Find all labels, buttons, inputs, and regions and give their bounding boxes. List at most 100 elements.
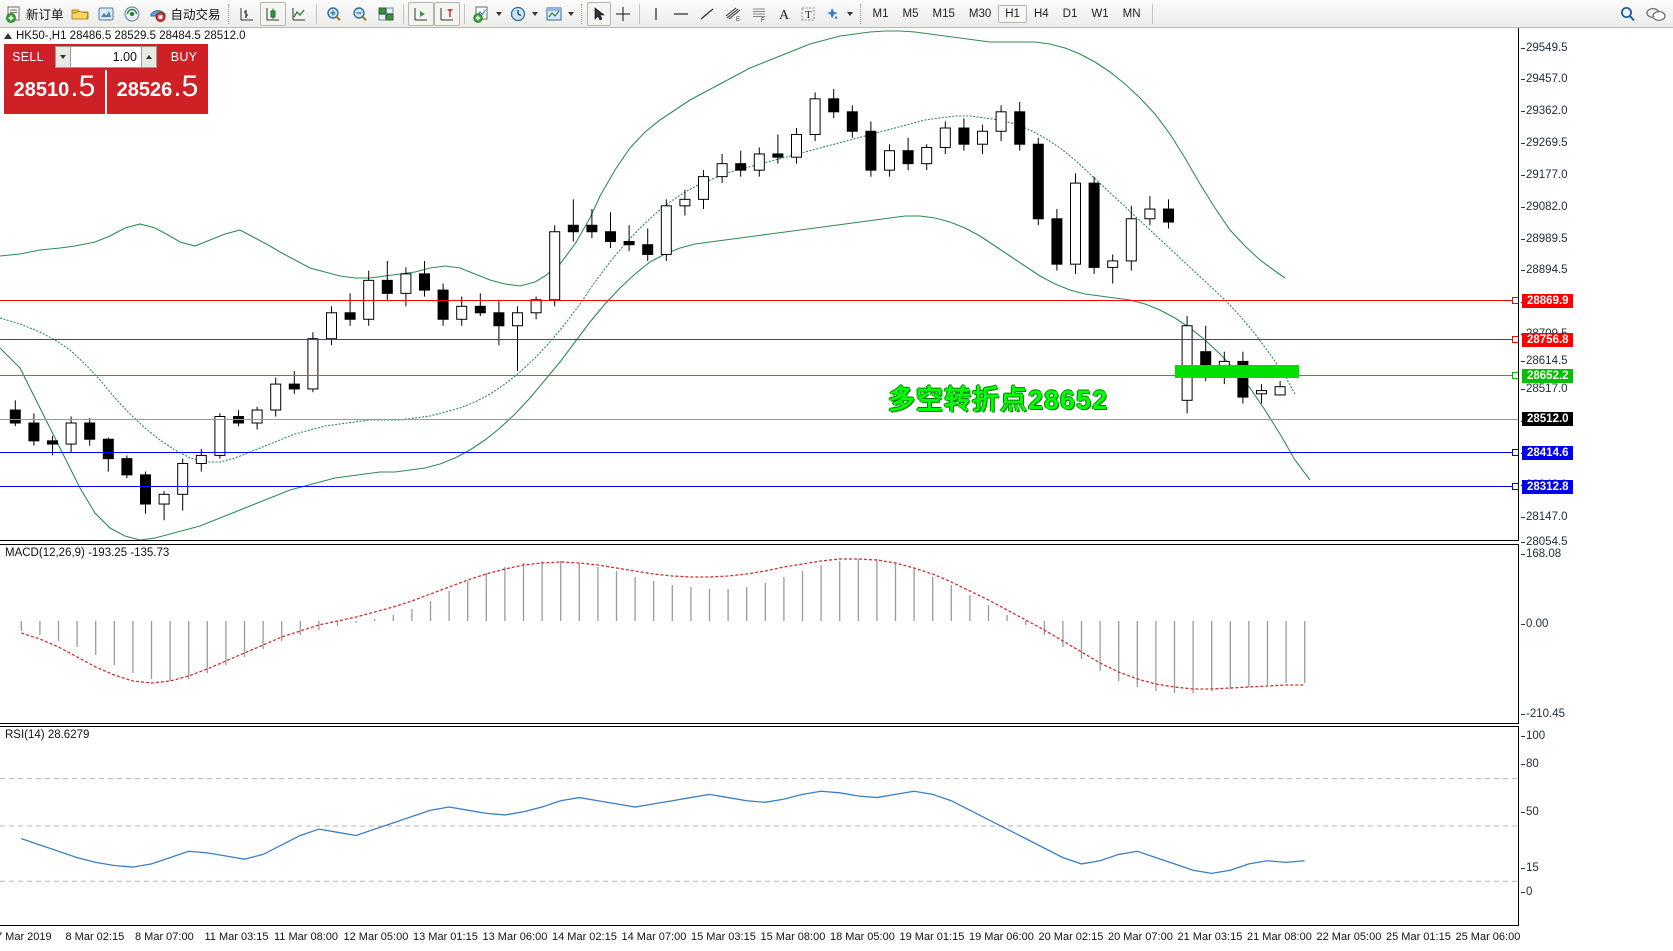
buy-button[interactable]: BUY <box>160 44 208 70</box>
zoom-in-button[interactable] <box>321 2 347 26</box>
text-button[interactable]: A <box>772 2 796 26</box>
timeframe-mn[interactable]: MN <box>1122 7 1141 20</box>
candlestick-icon <box>266 7 279 20</box>
resistance-line-28869[interactable] <box>0 297 1518 304</box>
one-click-trading-panel[interactable]: SELL 1.00 BUY 28510 . <box>4 44 208 114</box>
rsi-pane[interactable]: RSI(14) 28.6279 <box>0 726 1519 926</box>
toolbar-divider-3 <box>463 3 465 24</box>
level-handle[interactable] <box>1512 449 1518 456</box>
zoom-out-button[interactable] <box>347 2 373 26</box>
line-chart-button[interactable] <box>286 2 312 26</box>
price-tick: 29362.0 <box>1521 105 1568 117</box>
fibo-fan-icon: F <box>752 8 765 23</box>
time-axis-label: 25 Mar 01:15 <box>1386 931 1451 943</box>
level-chip-28756[interactable]: 28756.8 <box>1522 333 1573 347</box>
sell-price[interactable]: 28510 .5 <box>4 70 105 114</box>
timeframe-h4[interactable]: H4 <box>1033 7 1049 20</box>
volume-input[interactable]: 1.00 <box>71 46 141 68</box>
support-line-28312[interactable] <box>0 483 1518 490</box>
level-handle[interactable] <box>1512 483 1518 490</box>
level-handle[interactable] <box>1512 297 1518 304</box>
level-chip-28414[interactable]: 28414.6 <box>1522 446 1573 460</box>
current-price-line <box>0 419 1518 420</box>
svg-text:A: A <box>779 8 790 23</box>
time-axis[interactable]: 7 Mar 2019 8 Mar 02:15 8 Mar 07:00 11 Mar 0… <box>0 929 1521 951</box>
level-handle[interactable] <box>1512 372 1518 379</box>
level-chip-28312[interactable]: 28312.8 <box>1522 480 1573 494</box>
volume-decrement-button[interactable] <box>55 46 71 68</box>
timeframe-m5[interactable]: M5 <box>902 7 919 20</box>
market-icon <box>150 9 166 22</box>
toolbar-divider <box>315 3 317 24</box>
pointer-button[interactable] <box>586 1 611 26</box>
add-indicator-button[interactable] <box>469 2 505 26</box>
chat-icon <box>1646 7 1666 21</box>
price-pane[interactable]: 多空转折点28652 HK50-,H1 28486.5 28529.5 2848… <box>0 28 1519 541</box>
highlight-rectangle[interactable] <box>1175 365 1299 378</box>
price-chart-svg <box>0 30 1311 540</box>
fibo-fan-button[interactable]: F <box>746 2 772 26</box>
templates-button[interactable] <box>541 2 577 26</box>
timeframe-m15[interactable]: M15 <box>932 7 955 20</box>
templates-icon <box>546 7 562 20</box>
trendline-button[interactable] <box>694 2 720 26</box>
chart-shift-button[interactable] <box>407 1 434 26</box>
hline-button[interactable] <box>668 2 694 26</box>
shapes-button[interactable] <box>820 2 856 26</box>
fibo-button[interactable]: E <box>720 2 746 26</box>
time-axis-label: 15 Mar 03:15 <box>691 931 756 943</box>
time-axis-label: 25 Mar 06:00 <box>1455 931 1521 943</box>
trendline-icon <box>700 8 713 19</box>
chart-annotation-text[interactable]: 多空转折点28652 <box>888 385 1109 415</box>
signals-button[interactable] <box>119 2 145 26</box>
profile-button[interactable] <box>93 2 119 26</box>
label-icon: T <box>801 7 815 21</box>
auto-trading-button[interactable]: 自动交易 <box>145 2 224 26</box>
chart-header-text: HK50-,H1 28486.5 28529.5 28484.5 28512.0 <box>16 30 246 42</box>
tile-windows-icon <box>378 7 394 20</box>
search-button[interactable] <box>1615 2 1641 26</box>
level-chip-28652[interactable]: 28652.2 <box>1522 369 1573 383</box>
label-button[interactable]: T <box>796 2 820 26</box>
collapse-triangle-icon[interactable] <box>4 33 12 39</box>
price-axis[interactable]: 29549.5 29457.0 29362.0 29269.5 29177.0 … <box>1520 28 1672 548</box>
macd-pane[interactable]: MACD(12,26,9) -193.25 -135.73 <box>0 544 1519 724</box>
timeframe-m1[interactable]: M1 <box>872 7 889 20</box>
chevron-down-icon-2[interactable] <box>531 11 538 16</box>
timeframe-w1[interactable]: W1 <box>1091 7 1109 20</box>
level-handle[interactable] <box>1512 336 1518 343</box>
chart-area[interactable]: 多空转折点28652 HK50-,H1 28486.5 28529.5 2848… <box>0 28 1673 951</box>
rsi-tick: 80 <box>1521 758 1539 770</box>
vline-button[interactable] <box>644 2 668 26</box>
svg-text:E: E <box>736 17 740 23</box>
auto-scroll-button[interactable] <box>433 1 460 26</box>
rsi-axis: 100 80 50 15 0 <box>1520 726 1672 926</box>
pivot-line-28652[interactable] <box>0 372 1518 379</box>
timeframe-m30[interactable]: M30 <box>968 7 992 20</box>
candlestick-button[interactable] <box>259 1 286 26</box>
price-tick: 29082.0 <box>1521 201 1568 213</box>
time-axis-label: 14 Mar 07:00 <box>621 931 687 943</box>
timeframe-d1[interactable]: D1 <box>1062 7 1078 20</box>
bar-chart-button[interactable] <box>234 2 260 26</box>
level-chip-28869[interactable]: 28869.9 <box>1522 294 1573 308</box>
folder-button[interactable] <box>67 2 93 26</box>
crosshair-button[interactable] <box>611 2 635 26</box>
support-line-28414[interactable] <box>0 449 1518 456</box>
time-axis-label: 19 Mar 01:15 <box>899 931 965 943</box>
chevron-down-icon-4[interactable] <box>846 11 853 16</box>
volume-increment-button[interactable] <box>141 46 157 68</box>
new-order-button[interactable]: 新订单 <box>2 2 67 26</box>
chevron-down-icon-3[interactable] <box>567 11 574 16</box>
price-tick: 29177.0 <box>1521 169 1568 181</box>
sell-button[interactable]: SELL <box>4 44 52 70</box>
buy-price[interactable]: 28526 .5 <box>107 70 208 114</box>
macd-tick: 168.08 <box>1520 548 1562 560</box>
tile-windows-button[interactable] <box>373 2 399 26</box>
period-button[interactable] <box>505 2 541 26</box>
resistance-line-28756[interactable] <box>0 336 1518 343</box>
chevron-down-icon[interactable] <box>495 11 502 16</box>
timeframe-h1[interactable]: H1 <box>998 4 1027 23</box>
chat-button[interactable] <box>1641 2 1671 26</box>
time-axis-label: 15 Mar 08:00 <box>760 931 826 943</box>
